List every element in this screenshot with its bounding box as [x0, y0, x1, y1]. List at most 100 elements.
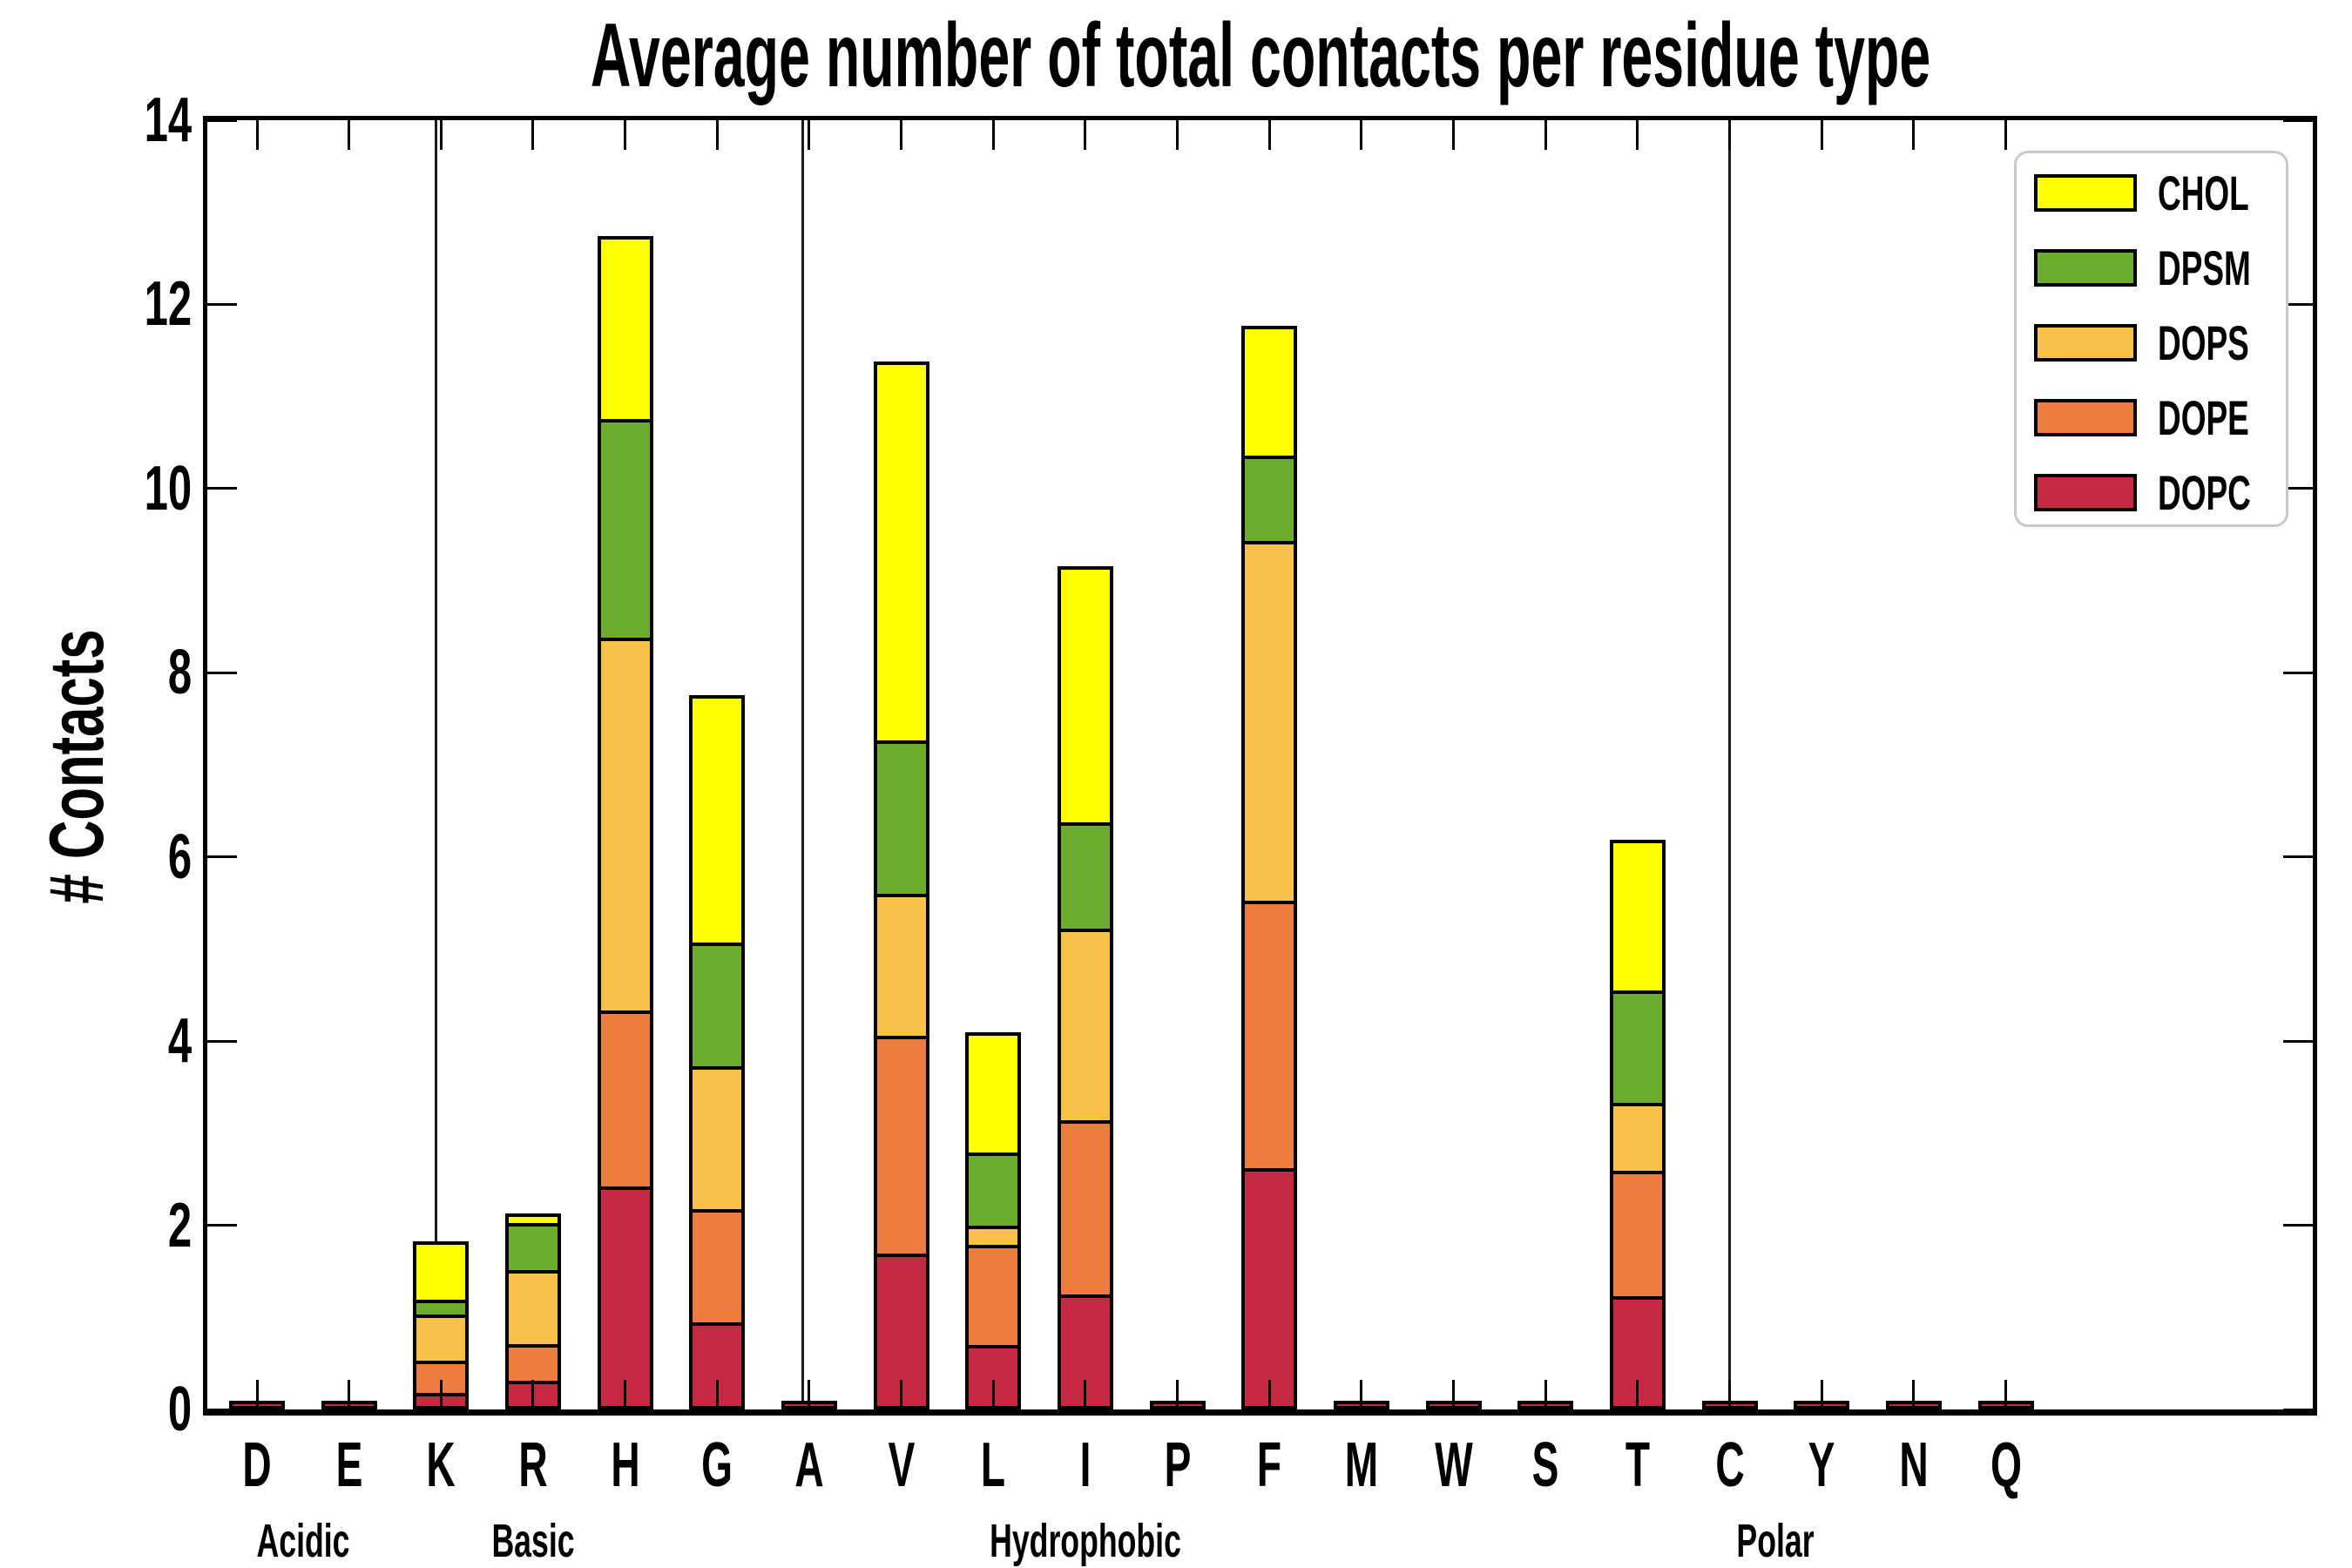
x-tick-top — [1636, 120, 1639, 150]
bar-segment-DOPS — [969, 1225, 1018, 1245]
legend-swatch-CHOL — [2034, 174, 2137, 212]
bar-segment-DPSM — [876, 740, 926, 895]
x-tick-top — [1452, 120, 1456, 150]
legend-label-CHOL: CHOL — [2158, 166, 2249, 220]
bar-segment-DOPE — [1245, 900, 1294, 1169]
x-tick-bottom — [1544, 1380, 1547, 1409]
x-tick-label-T: T — [1625, 1430, 1650, 1500]
bar-segment-DPSM — [1245, 456, 1294, 542]
x-tick-top — [1820, 120, 1823, 150]
x-tick-top — [439, 120, 443, 150]
x-tick-top — [991, 120, 995, 150]
group-label-Hydrophobic: Hydrophobic — [990, 1515, 1181, 1567]
bar-segment-DOPS — [416, 1315, 466, 1362]
y-tick-label-10: 10 — [144, 453, 192, 524]
bar-segment-CHOL — [876, 365, 926, 740]
x-tick-label-F: F — [1257, 1430, 1282, 1500]
bar-segment-DOPE — [876, 1036, 926, 1254]
x-tick-bottom — [1728, 1380, 1732, 1409]
x-tick-label-E: E — [335, 1430, 363, 1500]
bar-segment-DOPE — [508, 1344, 558, 1382]
bar-segment-DPSM — [600, 418, 650, 639]
y-tick-left — [207, 1408, 237, 1411]
x-tick-label-I: I — [1079, 1430, 1092, 1500]
x-tick-top — [900, 120, 903, 150]
legend-swatch-DOPS — [2034, 324, 2137, 362]
y-tick-right — [2283, 1408, 2313, 1411]
y-tick-right — [2283, 487, 2313, 490]
bar-segment-DPSM — [1612, 990, 1662, 1104]
x-tick-label-Q: Q — [1990, 1430, 2022, 1500]
x-tick-bottom — [808, 1380, 811, 1409]
x-tick-top — [1360, 120, 1363, 150]
stacked-bar-H — [597, 235, 653, 1409]
bar-segment-DOPS — [693, 1065, 742, 1209]
x-tick-top — [1544, 120, 1547, 150]
group-separator-line — [435, 120, 437, 1409]
stacked-bar-I — [1057, 566, 1113, 1409]
x-tick-top — [715, 120, 719, 150]
x-tick-top — [1912, 120, 1916, 150]
stacked-bar-V — [873, 362, 929, 1409]
y-tick-left — [207, 118, 237, 122]
stacked-bar-K — [413, 1241, 470, 1409]
legend-swatch-DOPE — [2034, 399, 2137, 436]
x-tick-bottom — [900, 1380, 903, 1409]
bar-segment-DOPS — [508, 1269, 558, 1345]
y-tick-label-6: 6 — [167, 821, 192, 892]
plot-area — [203, 116, 2317, 1416]
bar-segment-DPSM — [416, 1300, 466, 1315]
x-tick-top — [531, 120, 535, 150]
bar-segment-DOPS — [1245, 541, 1294, 901]
x-tick-bottom — [715, 1380, 719, 1409]
y-tick-right — [2283, 302, 2313, 306]
x-tick-label-Y: Y — [1808, 1430, 1835, 1500]
x-tick-top — [624, 120, 627, 150]
stacked-bar-R — [504, 1213, 561, 1409]
y-tick-right — [2283, 1039, 2313, 1043]
bar-segment-DPSM — [508, 1222, 558, 1270]
y-tick-label-4: 4 — [167, 1006, 192, 1077]
x-tick-label-C: C — [1714, 1430, 1745, 1500]
bar-segment-CHOL — [1245, 329, 1294, 456]
legend-label-DOPS: DOPS — [2158, 315, 2249, 370]
bar-segment-DOPE — [693, 1208, 742, 1322]
stacked-bar-G — [689, 695, 746, 1409]
x-tick-bottom — [531, 1380, 535, 1409]
legend-label-DOPE: DOPE — [2158, 390, 2249, 445]
bar-segment-DOPS — [600, 638, 650, 1011]
bar-segment-DPSM — [1060, 821, 1110, 929]
bar-segment-DOPC — [1245, 1168, 1294, 1406]
x-tick-bottom — [624, 1380, 627, 1409]
x-tick-bottom — [1452, 1380, 1456, 1409]
x-tick-top — [1728, 120, 1732, 150]
bar-segment-DOPS — [1612, 1103, 1662, 1172]
x-tick-bottom — [1912, 1380, 1916, 1409]
y-tick-left — [207, 1224, 237, 1227]
stacked-bar-T — [1609, 840, 1666, 1409]
y-axis-label: # Contacts — [33, 629, 119, 904]
bar-segment-CHOL — [693, 699, 742, 943]
x-tick-label-M: M — [1344, 1430, 1379, 1500]
bar-segment-DPSM — [693, 943, 742, 1066]
y-tick-left — [207, 1039, 237, 1043]
x-tick-bottom — [348, 1380, 351, 1409]
y-tick-left — [207, 671, 237, 674]
bar-segment-DOPE — [1612, 1171, 1662, 1297]
x-tick-label-W: W — [1434, 1430, 1473, 1500]
y-tick-right — [2283, 855, 2313, 859]
legend-swatch-DOPC — [2034, 474, 2137, 511]
y-tick-right — [2283, 1224, 2313, 1227]
bar-segment-DPSM — [969, 1152, 1018, 1226]
group-separator-line — [801, 120, 804, 1409]
x-tick-top — [255, 120, 259, 150]
x-tick-bottom — [255, 1380, 259, 1409]
y-tick-left — [207, 487, 237, 490]
x-tick-label-A: A — [794, 1430, 824, 1500]
x-tick-bottom — [1176, 1380, 1179, 1409]
plot-inner — [207, 118, 2313, 1411]
x-tick-label-G: G — [701, 1430, 733, 1500]
x-tick-top — [2004, 120, 2008, 150]
y-tick-label-14: 14 — [144, 85, 192, 155]
